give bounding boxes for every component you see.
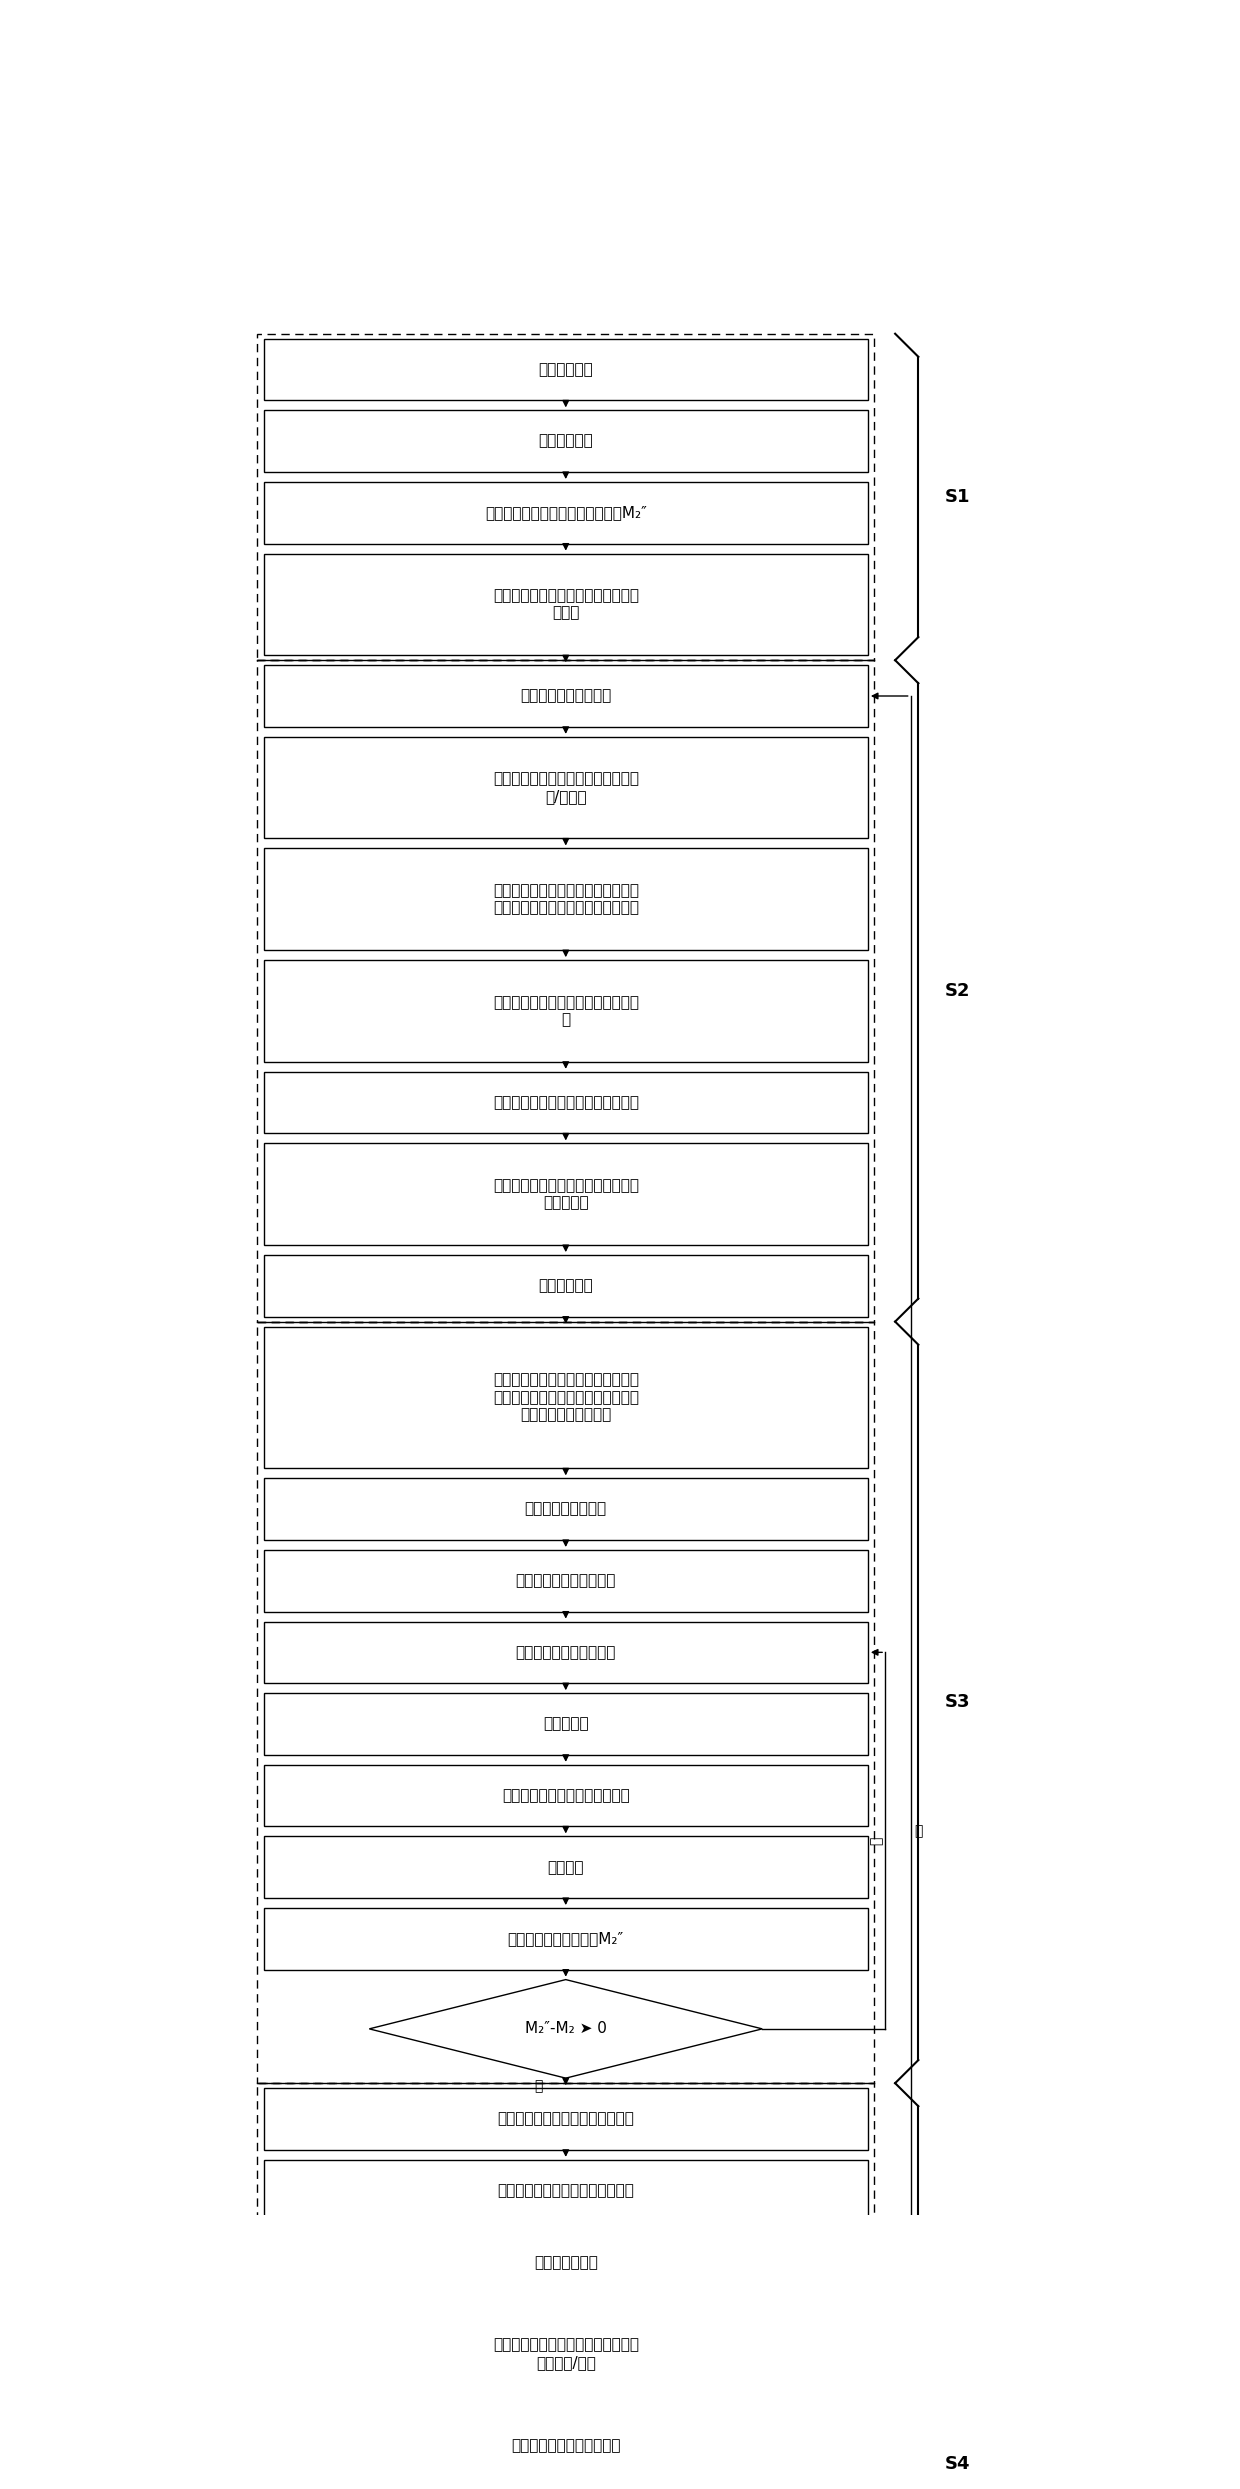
Text: 假设溴化锂制冷机制冷量: 假设溴化锂制冷机制冷量 bbox=[516, 1645, 616, 1660]
Text: 设定冷端温差: 设定冷端温差 bbox=[538, 1279, 593, 1294]
FancyBboxPatch shape bbox=[263, 553, 868, 655]
Text: 输入冷媒水进、出口温度及冷却水进
口温度: 输入冷媒水进、出口温度及冷却水进 口温度 bbox=[492, 587, 639, 620]
Text: 否: 否 bbox=[869, 1837, 883, 1844]
Text: S3: S3 bbox=[945, 1693, 970, 1712]
FancyBboxPatch shape bbox=[263, 1478, 868, 1541]
Text: 输入加热工作烟气进口温度及流量M₂″: 输入加热工作烟气进口温度及流量M₂″ bbox=[485, 505, 647, 520]
Text: 蒸发器、冷凝器、吸收器、发生器以
及热交换器进出口处溴化锂溶液的温
度、浓度、压力和焓值: 蒸发器、冷凝器、吸收器、发生器以 及热交换器进出口处溴化锂溶液的温 度、浓度、压… bbox=[492, 1371, 639, 1421]
Text: 输入加热工作烟气流量M₂″: 输入加热工作烟气流量M₂″ bbox=[507, 1931, 624, 1946]
Text: 是: 是 bbox=[534, 2081, 543, 2093]
Text: 吸收器溶液密度及吸收器泵的流量: 吸收器溶液密度及吸收器泵的流量 bbox=[497, 2111, 634, 2126]
FancyBboxPatch shape bbox=[263, 1327, 868, 1469]
FancyBboxPatch shape bbox=[263, 1551, 868, 1610]
FancyBboxPatch shape bbox=[263, 1909, 868, 1969]
FancyBboxPatch shape bbox=[263, 737, 868, 839]
FancyBboxPatch shape bbox=[263, 961, 868, 1063]
FancyBboxPatch shape bbox=[263, 1254, 868, 1317]
Text: 热力系数: 热力系数 bbox=[548, 1859, 584, 1874]
FancyBboxPatch shape bbox=[263, 2302, 868, 2404]
FancyBboxPatch shape bbox=[263, 2088, 868, 2150]
Text: 冷却水泵及蒸发器泵的流量: 冷却水泵及蒸发器泵的流量 bbox=[511, 2437, 620, 2454]
FancyBboxPatch shape bbox=[263, 1620, 868, 1683]
FancyBboxPatch shape bbox=[263, 1765, 868, 1827]
Text: S1: S1 bbox=[945, 488, 970, 505]
Text: M₂″-M₂ ➤ 0: M₂″-M₂ ➤ 0 bbox=[525, 2021, 606, 2036]
FancyBboxPatch shape bbox=[263, 2230, 868, 2292]
FancyBboxPatch shape bbox=[263, 665, 868, 727]
Text: 冷剂水流量: 冷剂水流量 bbox=[543, 1717, 589, 1732]
FancyBboxPatch shape bbox=[263, 1693, 868, 1755]
Text: 假设工作烟气出口温度: 假设工作烟气出口温度 bbox=[520, 689, 611, 704]
Text: 否: 否 bbox=[915, 1824, 923, 1839]
Text: 溴化锂制冷机的循环倍率: 溴化锂制冷机的循环倍率 bbox=[516, 1573, 616, 1588]
Polygon shape bbox=[370, 1979, 763, 2078]
FancyBboxPatch shape bbox=[263, 411, 868, 473]
Text: 计算烟气比热: 计算烟气比热 bbox=[538, 433, 593, 448]
Text: 冷媒水泵的流量: 冷媒水泵的流量 bbox=[533, 2255, 598, 2270]
FancyBboxPatch shape bbox=[263, 2487, 868, 2489]
Text: 发生器、冷凝器、吸收器热负荷: 发生器、冷凝器、吸收器热负荷 bbox=[502, 1787, 630, 1802]
FancyBboxPatch shape bbox=[263, 1142, 868, 1244]
Text: 选择吸收器和冷凝器的连接形式，并
联/串联？: 选择吸收器和冷凝器的连接形式，并 联/串联？ bbox=[492, 772, 639, 804]
Text: 发生器溶液密度及发生器泵的流量: 发生器溶液密度及发生器泵的流量 bbox=[497, 2183, 634, 2198]
Text: 输入烟气成分: 输入烟气成分 bbox=[538, 361, 593, 376]
FancyBboxPatch shape bbox=[263, 2160, 868, 2220]
Text: S4: S4 bbox=[945, 2454, 970, 2474]
FancyBboxPatch shape bbox=[263, 483, 868, 543]
Text: 设定冷却水总温升，并对吸收器出口
和冷凝器出口的冷却水温升进行分配: 设定冷却水总温升，并对吸收器出口 和冷凝器出口的冷却水温升进行分配 bbox=[492, 884, 639, 916]
Text: 设定溴化锂溶液在吸收器与冷凝器之
间的浓度差: 设定溴化锂溶液在吸收器与冷凝器之 间的浓度差 bbox=[492, 1177, 639, 1210]
Text: S2: S2 bbox=[945, 981, 970, 1001]
FancyBboxPatch shape bbox=[263, 1837, 868, 1899]
FancyBboxPatch shape bbox=[263, 849, 868, 951]
FancyBboxPatch shape bbox=[263, 339, 868, 401]
FancyBboxPatch shape bbox=[263, 2414, 868, 2477]
FancyBboxPatch shape bbox=[263, 1073, 868, 1132]
Text: 加热工作热水比热容: 加热工作热水比热容 bbox=[525, 1501, 606, 1516]
Text: 确定冷却水流经吸收器和冷凝器的形
式，串联/并联: 确定冷却水流经吸收器和冷凝器的形 式，串联/并联 bbox=[492, 2337, 639, 2370]
Text: 设定冷媒水的蒸发温度与出口温度之
差: 设定冷媒水的蒸发温度与出口温度之 差 bbox=[492, 996, 639, 1028]
Text: 设定吸收器压损及稀溶液再循环倍率: 设定吸收器压损及稀溶液再循环倍率 bbox=[492, 1095, 639, 1110]
